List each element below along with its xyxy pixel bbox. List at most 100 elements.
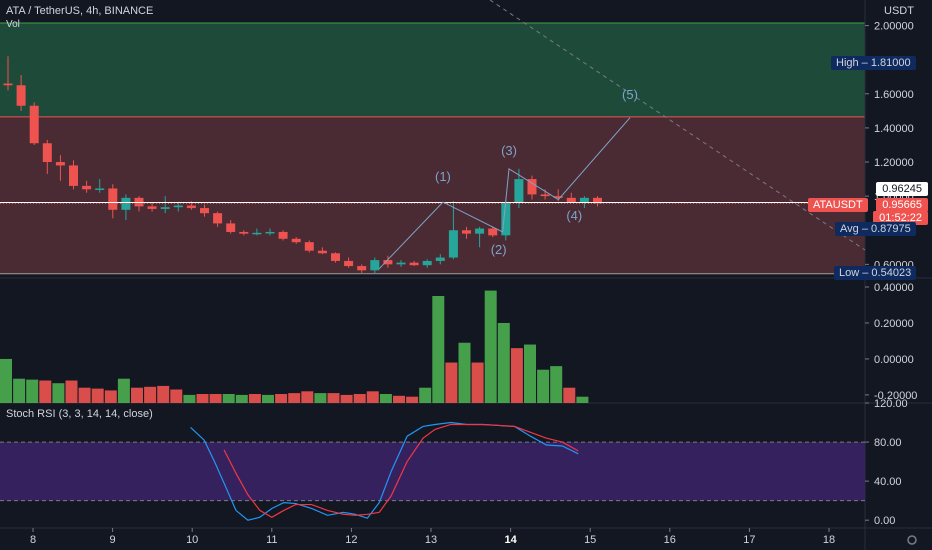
volume-bar xyxy=(301,391,314,403)
volume-bar xyxy=(497,322,510,403)
volume-bar xyxy=(117,378,130,403)
stoch-rsi-label: Stoch RSI (3, 3, 14, 14, close) xyxy=(6,408,153,420)
candle-body xyxy=(265,231,275,234)
volume-label: Vol xyxy=(6,19,20,30)
volume-bar xyxy=(576,396,589,403)
volume-bar xyxy=(366,391,379,403)
volume-bar xyxy=(445,362,458,403)
volume-bar xyxy=(39,380,52,403)
candle-body xyxy=(291,238,301,243)
candle-body xyxy=(226,223,236,232)
avg-price-label: Avg – 0.87975 xyxy=(835,222,916,236)
volume-bar xyxy=(13,378,26,403)
candle-body xyxy=(579,197,589,203)
volume-bar xyxy=(458,342,471,403)
high-label: High xyxy=(836,57,859,69)
volume-bar xyxy=(78,387,91,403)
price-tick-label: 1.20000 xyxy=(874,157,914,169)
candle-body xyxy=(409,262,419,266)
candle-body xyxy=(213,213,223,224)
symbol-title: ATA / TetherUS, 4h, BINANCE xyxy=(6,5,154,17)
volume-bar xyxy=(26,379,39,403)
avg-label: Avg xyxy=(840,223,859,235)
volume-bar xyxy=(183,394,196,403)
last-price-label: 0.95665 xyxy=(876,198,928,212)
volume-bar xyxy=(196,394,209,403)
current-price-label: 0.96245 xyxy=(876,182,928,196)
volume-bar xyxy=(104,390,117,403)
volume-bar xyxy=(235,394,248,403)
wave-label: (1) xyxy=(435,169,451,184)
candle-body xyxy=(16,85,26,106)
volume-tick-label: 0.40000 xyxy=(874,282,914,294)
candle-body xyxy=(42,143,52,163)
volume-tick-label: -0.20000 xyxy=(874,390,917,402)
volume-bar xyxy=(340,394,353,403)
candle-body xyxy=(278,231,288,239)
time-tick-label: 14 xyxy=(504,534,517,546)
candle-body xyxy=(501,202,511,236)
settings-icon xyxy=(907,535,917,545)
trend-line xyxy=(489,0,866,251)
time-tick-label: 13 xyxy=(425,534,437,546)
volume-bar xyxy=(275,394,288,403)
candle-body xyxy=(383,260,393,265)
candle-body xyxy=(475,228,485,234)
volume-bar xyxy=(471,362,484,403)
wave-label: (2) xyxy=(491,242,507,257)
time-tick-label: 17 xyxy=(743,534,755,546)
low-label: Low xyxy=(839,267,860,279)
volume-bar xyxy=(379,394,392,403)
candle-body xyxy=(357,266,367,271)
volume-bar xyxy=(419,387,432,403)
candle-body xyxy=(448,230,458,258)
stoch-tick-label: 40.00 xyxy=(874,476,902,488)
candle-body xyxy=(514,179,524,203)
high-price-label: High – 1.81000 xyxy=(831,56,916,70)
candle-body xyxy=(3,83,13,86)
volume-bar xyxy=(248,394,261,403)
volume-bar xyxy=(170,389,183,403)
candle-body xyxy=(304,242,314,251)
candle-body xyxy=(173,205,183,208)
stoch-tick-label: 80.00 xyxy=(874,437,902,449)
volume-bar xyxy=(537,369,550,403)
candle-body xyxy=(422,260,432,266)
avg-value: 0.87975 xyxy=(871,223,911,235)
candle-body xyxy=(29,105,39,144)
volume-bar xyxy=(393,395,405,403)
time-tick-label: 8 xyxy=(30,534,36,546)
time-tick-label: 18 xyxy=(823,534,835,546)
stoch-overbought-band xyxy=(0,442,865,501)
candle-body xyxy=(344,260,354,267)
volume-bar xyxy=(510,348,523,403)
candle-body xyxy=(527,179,537,195)
candle-body xyxy=(370,260,380,271)
volume-bar xyxy=(65,380,78,403)
volume-bar xyxy=(327,393,340,403)
wave-label: (4) xyxy=(566,208,582,223)
volume-bar xyxy=(550,366,563,403)
volume-bar xyxy=(262,394,274,403)
wave-label: (5) xyxy=(622,87,638,102)
low-value: 0.54023 xyxy=(871,267,912,279)
candle-body xyxy=(121,197,131,210)
candle-body xyxy=(239,231,249,234)
candle-body xyxy=(435,257,445,261)
volume-bar xyxy=(524,344,536,403)
time-tick-label: 9 xyxy=(110,534,116,546)
volume-tick-label: 0.20000 xyxy=(874,318,914,330)
candle-body xyxy=(593,197,602,204)
candle-body xyxy=(147,206,157,209)
price-tick-label: 1.60000 xyxy=(874,89,914,101)
candle-body xyxy=(462,230,471,234)
candle-body xyxy=(95,188,105,190)
volume-bar xyxy=(432,295,445,403)
candle-body xyxy=(82,185,92,190)
stoch-tick-label: 0.00 xyxy=(874,515,895,527)
volume-bar xyxy=(353,394,366,403)
red-price-zone xyxy=(0,116,865,274)
volume-tick-label: 0.00000 xyxy=(874,354,914,366)
time-tick-label: 10 xyxy=(186,534,198,546)
